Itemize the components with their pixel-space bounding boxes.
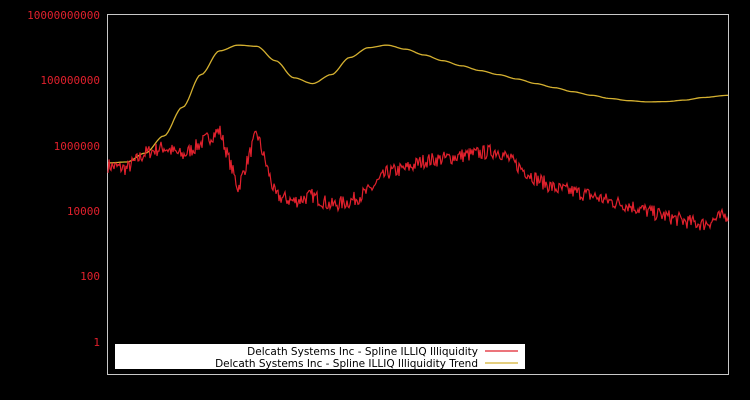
legend-label: Delcath Systems Inc - Spline ILLIQ Illiq… — [247, 346, 478, 358]
y-tick-label: 100000000 — [40, 74, 100, 87]
legend: Delcath Systems Inc - Spline ILLIQ Illiq… — [115, 344, 525, 370]
y-axis: 10000000000 100000000 1000000 10000 100 … — [27, 9, 100, 349]
y-tick-label: 10000 — [67, 205, 100, 218]
plot-frame — [107, 14, 729, 375]
y-tick-label: 100 — [80, 270, 100, 283]
legend-label: Delcath Systems Inc - Spline ILLIQ Illiq… — [215, 358, 478, 370]
illiquidity-line — [107, 125, 729, 231]
series-layer — [107, 44, 729, 231]
y-tick-label: 1 — [93, 336, 100, 349]
y-tick-label: 10000000000 — [27, 9, 100, 22]
trend-line — [108, 44, 729, 164]
y-tick-label: 1000000 — [54, 140, 100, 153]
legend-box — [115, 344, 525, 369]
